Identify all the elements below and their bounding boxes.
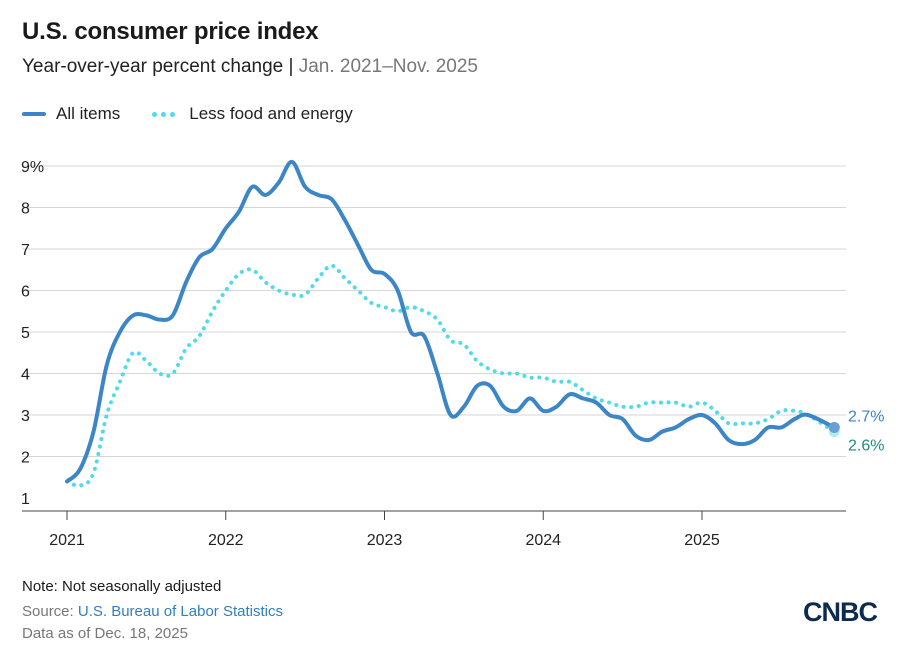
series-line-all-items: [65, 159, 837, 484]
footnote: Note: Not seasonally adjusted: [22, 578, 222, 595]
end-label-core: 2.6%: [848, 438, 884, 455]
y-tick-label: 3: [21, 408, 30, 425]
x-tick-label: 2023: [367, 532, 403, 549]
x-tick-label: 2025: [684, 532, 720, 549]
chart-legend: All items Less food and energy: [22, 104, 385, 124]
series-lines: [65, 159, 837, 488]
source-prefix: Source:: [22, 603, 74, 620]
subtitle-main: Year-over-year percent change |: [22, 56, 294, 77]
y-axis-ticks: 1 2 3 4 5 6 7 8 9%: [21, 159, 44, 508]
y-tick-label: 1: [21, 491, 30, 508]
cpi-line-chart: 1 2 3 4 5 6 7 8 9% 2021 2022 2023 2024 2025 2.7% 2.6%: [21, 159, 884, 549]
legend-label-all-items: All items: [56, 104, 121, 123]
chart-subtitle: Year-over-year percent change | Jan. 202…: [22, 56, 478, 78]
y-tick-label: 8: [21, 201, 30, 218]
y-tick-label: 6: [21, 284, 30, 301]
legend-item-core: Less food and energy: [152, 104, 353, 124]
y-tick-label: 4: [21, 367, 30, 384]
y-tick-label: 2: [21, 450, 30, 467]
chart-title: U.S. consumer price index: [22, 18, 319, 45]
logo-text: CNBC: [803, 597, 877, 626]
legend-label-core: Less food and energy: [189, 104, 353, 123]
source-link[interactable]: U.S. Bureau of Labor Statistics: [77, 603, 283, 620]
x-tick-label: 2024: [525, 532, 561, 549]
y-tick-label: 7: [21, 242, 30, 259]
end-markers: 2.7% 2.6%: [828, 408, 884, 455]
subtitle-date-range: Jan. 2021–Nov. 2025: [298, 56, 478, 77]
data-as-of: Data as of Dec. 18, 2025: [22, 625, 188, 642]
end-label-all-items: 2.7%: [848, 408, 884, 425]
legend-swatch-dotted: [152, 111, 179, 117]
y-tick-label: 5: [21, 325, 30, 342]
cnbc-logo: CNBC: [803, 597, 878, 626]
grid-lines: [22, 165, 846, 457]
source-line: Source: U.S. Bureau of Labor Statistics: [22, 603, 283, 620]
x-tick-label: 2021: [49, 532, 85, 549]
series-line-core: [65, 263, 837, 488]
x-tick-label: 2022: [208, 532, 244, 549]
legend-swatch-solid: [22, 112, 46, 116]
y-tick-label: 9%: [21, 159, 44, 176]
end-marker-all-items: [828, 421, 840, 433]
legend-item-all-items: All items: [22, 104, 120, 124]
x-axis: 2021 2022 2023 2024 2025: [22, 510, 846, 549]
